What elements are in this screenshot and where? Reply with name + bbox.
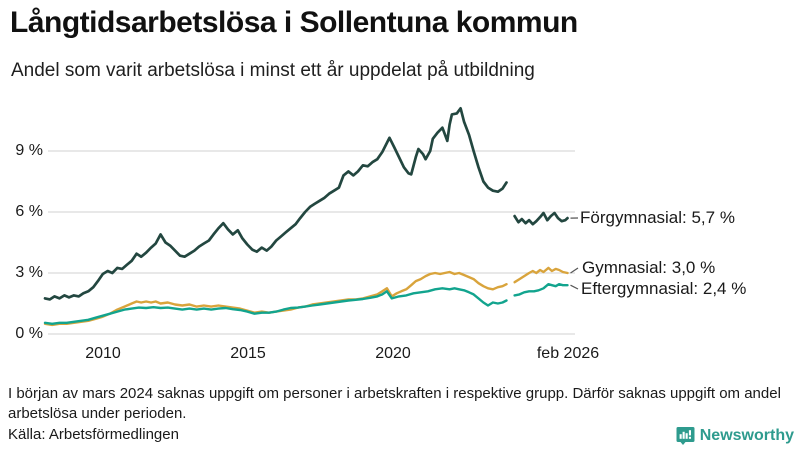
- page-subtitle: Andel som varit arbetslösa i minst ett å…: [11, 60, 535, 81]
- source-text: Källa: Arbetsförmedlingen: [8, 426, 179, 443]
- series-label-eftergymnasial: Eftergymnasial: 2,4 %: [581, 279, 747, 298]
- label-connector-eftergymnasial: [570, 284, 579, 290]
- series-line-gymnasial-seg2: [513, 266, 569, 284]
- series-line-eftergymnasial-seg1: [43, 287, 508, 325]
- newsworthy-branding: Newsworthy: [676, 426, 794, 445]
- y-tick-0: 0 %: [15, 325, 43, 342]
- y-tick-3: 3 %: [15, 264, 43, 281]
- series-label-gymnasial: Gymnasial: 3,0 %: [582, 258, 716, 277]
- series-line-förgymnasial-seg2: [513, 211, 569, 226]
- x-tick-2010: 2010: [85, 345, 121, 362]
- x-tick-2015: 2015: [230, 345, 266, 362]
- series-label-forgymnasial: Förgymnasial: 5,7 %: [580, 208, 735, 227]
- y-tick-6: 6 %: [15, 203, 43, 220]
- newsworthy-logo-icon: [676, 427, 695, 445]
- series-line-förgymnasial-seg1: [43, 106, 508, 301]
- label-connector-gymnasial: [570, 267, 579, 274]
- series-line-gymnasial-seg1: [43, 270, 508, 327]
- series-line-eftergymnasial-seg2: [513, 283, 569, 297]
- footnote-text: I början av mars 2024 saknas uppgift om …: [8, 385, 781, 422]
- y-tick-9: 9 %: [15, 142, 43, 159]
- page-title: Långtidsarbetslösa i Sollentuna kommun: [10, 6, 578, 39]
- x-tick-feb-2026: feb 2026: [536, 345, 600, 362]
- x-tick-2020: 2020: [375, 345, 411, 362]
- newsworthy-logo-text: Newsworthy: [699, 426, 794, 444]
